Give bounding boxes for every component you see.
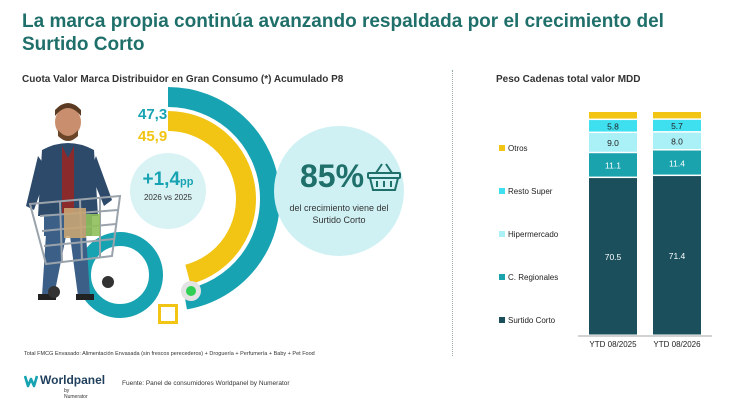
share-2026-value: 47,3 <box>138 106 168 123</box>
delta-badge: +1,4pp 2026 vs 2025 <box>130 153 206 229</box>
footnote: Total FMCG Envasado: Alimentación Envasa… <box>24 351 315 357</box>
bar-segment-hipermercado-0 <box>589 133 637 152</box>
yellow-square-decoration <box>158 304 178 324</box>
source-note: Fuente: Panel de consumidores Worldpanel… <box>122 380 290 387</box>
bar-data-label: 5.8 <box>607 122 619 132</box>
legend-swatch <box>499 231 505 237</box>
bar-data-label: 9.0 <box>607 138 619 148</box>
bar-segment-otros-0 <box>589 112 637 119</box>
bar-data-label: 8.0 <box>671 137 683 147</box>
bar-segment-resto-super-0 <box>589 120 637 132</box>
share-arc-2026 <box>167 87 280 310</box>
bar-data-label: 5.7 <box>671 121 683 131</box>
legend-label: Surtido Corto <box>508 316 556 325</box>
legend-label: Hipermercado <box>508 230 559 239</box>
share-2025-value: 45,9 <box>138 128 168 145</box>
highlight-percentage: 85% <box>300 158 365 194</box>
legend-item: Otros <box>499 144 528 153</box>
highlight-circle: 85% del crecimiento viene del Surtido Co… <box>274 126 404 256</box>
bar-data-label: 11.4 <box>669 158 685 168</box>
legend-label: Otros <box>508 144 528 153</box>
x-tick-label: YTD 08/2025 <box>589 340 637 349</box>
panel-divider <box>452 70 453 356</box>
bar-segment-surtido-corto-1 <box>653 176 701 335</box>
legend-item: C. Regionales <box>499 273 558 282</box>
delta-value: +1,4pp <box>142 169 194 190</box>
legend-item: Resto Super <box>499 187 552 196</box>
bar-data-label: 11.1 <box>605 161 621 171</box>
legend-swatch <box>499 188 505 194</box>
bar-segment-hipermercado-1 <box>653 132 701 150</box>
bar-segment-resto-super-1 <box>653 119 701 132</box>
legend-swatch <box>499 145 505 151</box>
x-tick-label: YTD 08/2026 <box>653 340 701 349</box>
legend-label: C. Regionales <box>508 273 559 282</box>
legend-item: Hipermercado <box>499 230 558 239</box>
worldpanel-logo-icon <box>24 375 38 388</box>
legend-swatch <box>499 274 505 280</box>
green-dot-decoration <box>181 281 201 301</box>
legend-item: Surtido Corto <box>499 316 555 325</box>
shopper-photo <box>26 103 122 300</box>
share-chart-subtitle: Cuota Valor Marca Distribuidor en Gran C… <box>22 74 344 85</box>
legend-swatch <box>499 317 505 323</box>
bar-data-label: 71.4 <box>669 251 686 261</box>
bar-data-label: 70.5 <box>605 252 622 262</box>
bar-segment-surtido-corto-0 <box>589 178 637 335</box>
chains-chart-subtitle: Peso Cadenas total valor MDD <box>496 74 641 85</box>
bar-segment-otros-1 <box>653 112 701 119</box>
shopping-basket-icon <box>367 163 401 191</box>
logo-byline: by Numerator <box>64 388 88 400</box>
highlight-text: del crecimiento viene del Surtido Corto <box>289 203 389 225</box>
delta-caption: 2026 vs 2025 <box>143 193 193 202</box>
bar-segment-c-regionales-0 <box>589 153 637 177</box>
logo-name: Worldpanel <box>40 373 106 387</box>
legend-label: Resto Super <box>508 187 553 196</box>
page-title: La marca propia continúa avanzando respa… <box>22 11 664 55</box>
share-arc-2025 <box>167 111 256 285</box>
bar-segment-c-regionales-1 <box>653 150 701 175</box>
